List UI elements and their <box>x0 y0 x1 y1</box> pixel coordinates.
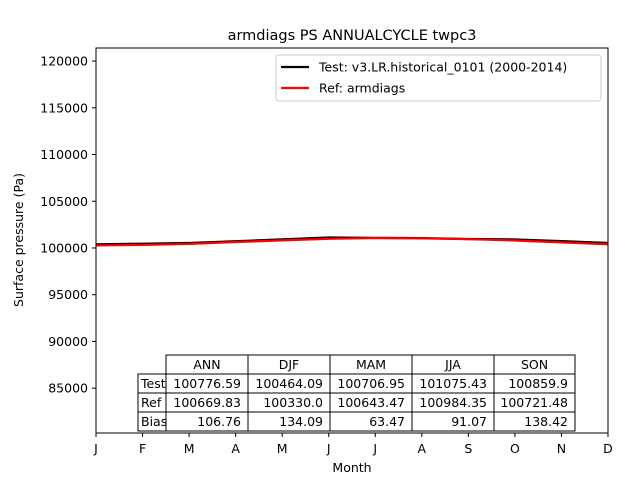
chart-title: armdiags PS ANNUALCYCLE twpc3 <box>228 28 477 44</box>
table-cell-value: 63.47 <box>369 414 405 429</box>
y-tick-label: 120000 <box>40 54 88 69</box>
table-row-label: Ref <box>141 395 162 410</box>
legend-label-1: Ref: armdiags <box>319 81 405 96</box>
table-cell-value: 100776.59 <box>173 376 241 391</box>
y-tick-label: 115000 <box>40 100 88 115</box>
x-tick-label: J <box>326 441 331 456</box>
y-tick-label: 110000 <box>40 147 88 162</box>
x-tick-label: A <box>231 441 240 456</box>
y-tick-label: 100000 <box>40 240 88 255</box>
table-column-header: ANN <box>193 357 220 372</box>
legend-label-0: Test: v3.LR.historical_0101 (2000-2014) <box>318 60 567 75</box>
y-tick-label: 105000 <box>40 194 88 209</box>
table-cell-value: 100669.83 <box>173 395 241 410</box>
legend-box <box>275 54 602 102</box>
table-cell-value: 106.76 <box>197 414 241 429</box>
table-row-label: Test <box>140 376 166 391</box>
table-column-header: DJF <box>279 357 300 372</box>
x-tick-label: J <box>93 441 98 456</box>
x-tick-label: A <box>418 441 427 456</box>
table-cell-value: 100859.9 <box>508 376 568 391</box>
x-tick-label: D <box>603 441 613 456</box>
axes: J F M A M J J A S O N D8500090000950001000001050001… <box>40 47 613 456</box>
table-cell-value: 134.09 <box>279 414 323 429</box>
table-column-header: JJA <box>444 357 461 372</box>
legend: Test: v3.LR.historical_0101 (2000-2014) R… <box>275 54 602 102</box>
table-cell-value: 91.07 <box>451 414 487 429</box>
table-cell-value: 101075.43 <box>419 376 487 391</box>
plot-layer <box>95 236 609 247</box>
series-line-1 <box>95 236 609 247</box>
x-tick-label: N <box>557 441 566 456</box>
x-tick-label: F <box>139 441 146 456</box>
x-tick-label: M <box>184 441 195 456</box>
plot-frame <box>95 47 609 434</box>
table-cell <box>493 411 576 432</box>
y-tick-label: 90000 <box>48 334 88 349</box>
table-cell-value: 100330.0 <box>263 395 323 410</box>
y-tick-label: 95000 <box>48 287 88 302</box>
stats-table: ANN DJF MAM JJA SON Test 100776.59 100464.09 100… <box>137 354 576 432</box>
x-tick-label: S <box>464 441 472 456</box>
y-tick-label: 85000 <box>48 381 88 396</box>
table-cell-value: 138.42 <box>524 414 568 429</box>
table-row-label: Bias <box>141 414 167 429</box>
x-tick-label: J <box>372 441 377 456</box>
table-column-header: SON <box>521 357 548 372</box>
table-column-header: MAM <box>356 357 386 372</box>
x-tick-label: M <box>277 441 288 456</box>
table-cell-value: 100721.48 <box>500 395 568 410</box>
table-cell-value: 100984.35 <box>419 395 487 410</box>
x-tick-label: O <box>510 441 520 456</box>
y-axis-label: Surface pressure (Pa) <box>11 173 26 307</box>
table-cell-value: 100643.47 <box>337 395 405 410</box>
table-cell-value: 100706.95 <box>337 376 405 391</box>
table-cell-value: 100464.09 <box>255 376 323 391</box>
x-axis-label: Month <box>332 460 371 475</box>
